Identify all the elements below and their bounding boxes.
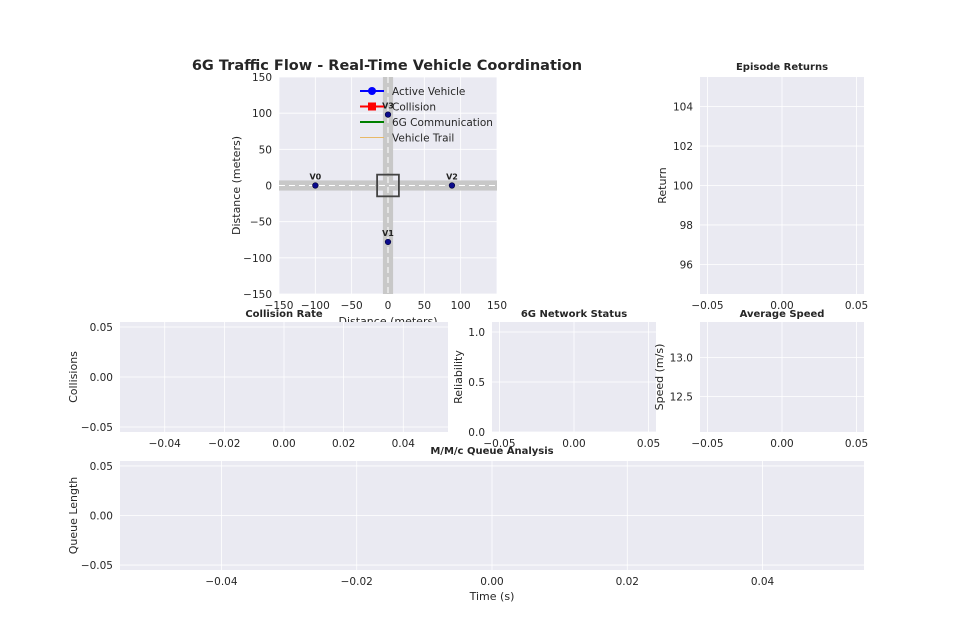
traffic-x-tick-label: −50	[341, 300, 363, 312]
collision-x-tick-label: 0.02	[332, 438, 355, 450]
collision-y-tick-label: 0.05	[90, 322, 113, 334]
returns-y-tick-label: 98	[680, 220, 693, 232]
collision-x-tick-label: −0.04	[149, 438, 181, 450]
traffic-y-tick-label: −150	[243, 289, 272, 301]
collision-y-tick-label: 0.00	[90, 372, 113, 384]
vehicle-marker	[384, 111, 392, 118]
intersection-box	[376, 173, 400, 198]
speed-y-tick-label: 12.5	[670, 392, 693, 404]
returns-y-axis-label: Return	[656, 167, 669, 204]
queue-x-tick-label: 0.04	[751, 576, 775, 588]
traffic-y-tick-label: 0	[265, 181, 272, 193]
vehicle-marker	[312, 182, 319, 189]
network-y-axis-label: Reliability	[452, 350, 465, 404]
traffic-y-tick-label: 50	[259, 144, 272, 156]
vehicle-label: V2	[446, 173, 458, 182]
returns-x-tick-label: −0.05	[691, 300, 723, 312]
returns-x-tick-label: 0.05	[845, 300, 868, 312]
returns-y-tick-label: 96	[680, 259, 694, 271]
vehicle-marker	[448, 182, 456, 189]
traffic-x-tick-label: 50	[418, 300, 431, 312]
network-title: 6G Network Status	[521, 309, 627, 320]
traffic-y-axis-label: Distance (meters)	[230, 136, 243, 235]
queue-y-tick-label: 0.00	[90, 511, 113, 523]
returns-y-tick-label: 100	[673, 181, 693, 193]
returns-x-tick-label: 0.00	[770, 300, 793, 312]
traffic-title: 6G Traffic Flow - Real-Time Vehicle Coor…	[192, 58, 582, 74]
network-x-tick-label: 0.00	[562, 438, 585, 450]
collision-x-tick-label: 0.00	[272, 438, 295, 450]
collision-x-tick-label: 0.04	[392, 438, 416, 450]
queue-y-tick-label: −0.05	[81, 560, 113, 572]
network-y-tick-label: 0.5	[468, 377, 485, 389]
returns-y-tick-label: 102	[673, 141, 693, 153]
queue-x-axis-label: Time (s)	[469, 590, 515, 603]
traffic-y-tick-label: −50	[250, 217, 272, 229]
traffic-y-tick-label: −100	[243, 253, 272, 265]
legend-label: Collision	[392, 102, 436, 114]
queue-x-tick-label: 0.02	[616, 576, 639, 588]
returns-y-tick-label: 104	[673, 102, 693, 114]
vehicle-label: V3	[382, 102, 394, 111]
vehicle-label: V1	[382, 229, 394, 238]
queue-x-tick-label: −0.02	[341, 576, 373, 588]
collision-y-tick-label: −0.05	[81, 422, 113, 434]
queue-x-tick-label: 0.00	[480, 576, 503, 588]
traffic-x-tick-label: −100	[301, 300, 330, 312]
collision-title: Collision Rate	[245, 309, 323, 320]
queue-title: M/M/c Queue Analysis	[430, 446, 553, 457]
legend-label: 6G Communication	[392, 117, 493, 129]
traffic-y-tick-label: 100	[252, 108, 272, 120]
vehicle-marker	[384, 238, 392, 246]
queue-y-axis-label: Queue Length	[67, 477, 80, 555]
speed-x-tick-label: −0.05	[691, 438, 723, 450]
speed-title: Average Speed	[740, 309, 825, 320]
legend-label: Vehicle Trail	[392, 133, 454, 145]
traffic-x-tick-label: 0	[385, 300, 392, 312]
network-y-tick-label: 0.0	[468, 427, 485, 439]
speed-y-axis-label: Speed (m/s)	[653, 344, 666, 411]
returns-title: Episode Returns	[736, 62, 828, 73]
collision-x-tick-label: −0.02	[208, 438, 240, 450]
traffic-x-tick-label: 100	[451, 300, 471, 312]
vertical-road	[382, 77, 394, 294]
traffic-x-tick-label: 150	[487, 300, 507, 312]
legend-marker-square	[368, 102, 376, 111]
network-y-tick-label: 1.0	[468, 327, 485, 339]
speed-y-tick-label: 13.0	[670, 352, 693, 364]
network-x-tick-label: −0.05	[483, 438, 515, 450]
traffic-x-tick-label: −150	[265, 300, 294, 312]
legend-marker-circle	[368, 87, 376, 95]
speed-x-tick-label: 0.00	[770, 438, 793, 450]
traffic-y-tick-label: 150	[252, 72, 272, 84]
collision-y-axis-label: Collisions	[67, 351, 80, 403]
speed-x-tick-label: 0.05	[845, 438, 868, 450]
queue-y-tick-label: 0.05	[90, 461, 113, 473]
queue-x-tick-label: −0.04	[205, 576, 237, 588]
vehicle-label: V0	[309, 173, 321, 182]
legend-label: Active Vehicle	[392, 86, 465, 98]
network-x-tick-label: 0.05	[637, 438, 660, 450]
